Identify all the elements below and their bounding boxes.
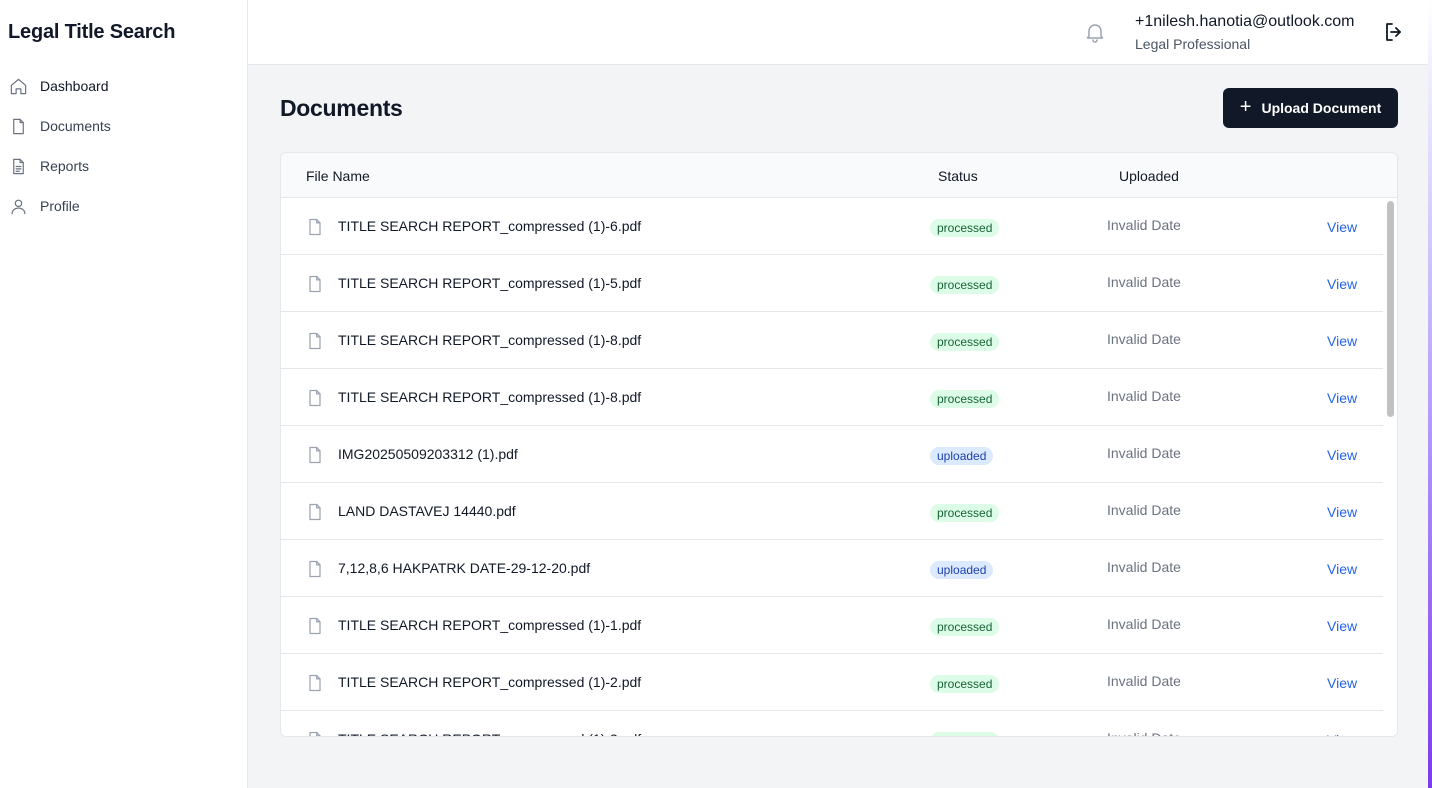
status-badge: processed	[930, 504, 1000, 522]
file-name[interactable]: IMG20250509203312 (1).pdf	[338, 446, 518, 462]
bell-icon[interactable]	[1083, 20, 1107, 44]
upload-document-button[interactable]: + Upload Document	[1223, 88, 1398, 128]
file-icon	[305, 502, 325, 522]
sidebar-item-label: Reports	[40, 158, 90, 174]
file-icon	[305, 673, 325, 693]
uploaded-date: Invalid Date	[1107, 616, 1181, 632]
file-name[interactable]: TITLE SEARCH REPORT_compressed (1)-5.pdf	[338, 275, 642, 291]
table-row[interactable]: TITLE SEARCH REPORT_compressed (1)-2.pdf…	[281, 654, 1383, 711]
file-name[interactable]: TITLE SEARCH REPORT_compressed (1)-2.pdf	[338, 674, 642, 690]
status-badge: processed	[930, 618, 1000, 636]
column-header-uploaded[interactable]: Uploaded	[1119, 168, 1179, 184]
user-icon	[8, 196, 28, 216]
file-icon	[305, 616, 325, 636]
view-link[interactable]: View	[1327, 390, 1358, 406]
upload-button-label: Upload Document	[1261, 100, 1382, 116]
sidebar-item-dashboard[interactable]: Dashboard	[8, 66, 240, 106]
table-row[interactable]: 7,12,8,6 HAKPATRK DATE-29-12-20.pdf uploa…	[281, 540, 1383, 597]
status-badge: processed	[930, 675, 1000, 693]
app-title: Legal Title Search	[8, 21, 176, 43]
view-link[interactable]: View	[1327, 276, 1358, 292]
status-badge: uploaded	[930, 561, 994, 579]
status-badge: processed	[930, 219, 1000, 237]
uploaded-date: Invalid Date	[1107, 331, 1181, 347]
status-badge: processed	[930, 390, 1000, 408]
sidebar-nav: Dashboard Documents Reports Profile	[8, 66, 240, 226]
column-header-status[interactable]: Status	[938, 168, 978, 184]
column-header-file-name[interactable]: File Name	[306, 168, 370, 184]
status-badge: uploaded	[930, 447, 994, 465]
view-link[interactable]: View	[1327, 618, 1358, 634]
file-icon	[305, 730, 325, 736]
table-row[interactable]: TITLE SEARCH REPORT_compressed (1)-8.pdf…	[281, 312, 1383, 369]
documents-table: File Name Status Uploaded TITLE SEARCH R…	[280, 152, 1398, 737]
file-name[interactable]: TITLE SEARCH REPORT_compressed (1)-3.pdf	[338, 731, 641, 736]
logout-icon[interactable]	[1382, 20, 1406, 44]
uploaded-date: Invalid Date	[1107, 502, 1181, 518]
uploaded-date: Invalid Date	[1107, 217, 1181, 233]
home-icon	[8, 76, 28, 96]
status-badge: processed	[930, 276, 1000, 294]
file-name[interactable]: TITLE SEARCH REPORT_compressed (1)-6.pdf	[338, 218, 642, 234]
view-link[interactable]: View	[1327, 219, 1358, 235]
table-row[interactable]: LAND DASTAVEJ 14440.pdf processed Invalid …	[281, 483, 1383, 540]
view-link[interactable]: View	[1327, 333, 1358, 349]
uploaded-date: Invalid Date	[1107, 730, 1181, 736]
status-badge: processed	[930, 333, 1000, 351]
plus-icon: +	[1239, 96, 1252, 118]
page-title: Documents	[280, 95, 403, 121]
table-row[interactable]: TITLE SEARCH REPORT_compressed (1)-5.pdf…	[281, 255, 1383, 312]
file-name[interactable]: TITLE SEARCH REPORT_compressed (1)-8.pdf	[338, 389, 642, 405]
scrollbar-thumb[interactable]	[1387, 201, 1394, 417]
sidebar-item-label: Profile	[40, 198, 80, 214]
window-edge	[1428, 0, 1432, 788]
uploaded-date: Invalid Date	[1107, 673, 1181, 689]
uploaded-date: Invalid Date	[1107, 445, 1181, 461]
file-icon	[305, 217, 325, 237]
top-bar: +1nilesh.hanotia@outlook.com Legal Profe…	[248, 0, 1428, 65]
file-icon	[305, 274, 325, 294]
file-icon	[305, 388, 325, 408]
uploaded-date: Invalid Date	[1107, 388, 1181, 404]
table-row[interactable]: TITLE SEARCH REPORT_compressed (1)-8.pdf…	[281, 369, 1383, 426]
file-name[interactable]: 7,12,8,6 HAKPATRK DATE-29-12-20.pdf	[338, 560, 591, 576]
table-row[interactable]: TITLE SEARCH REPORT_compressed (1)-6.pdf…	[281, 198, 1383, 255]
view-link[interactable]: View	[1327, 675, 1358, 691]
table-row[interactable]: TITLE SEARCH REPORT_compressed (1)-3.pdf…	[281, 711, 1383, 736]
table-row[interactable]: IMG20250509203312 (1).pdf uploaded Invalid…	[281, 426, 1383, 483]
file-icon	[305, 331, 325, 351]
view-link[interactable]: View	[1327, 561, 1358, 577]
uploaded-date: Invalid Date	[1107, 274, 1181, 290]
file-name[interactable]: LAND DASTAVEJ 14440.pdf	[338, 503, 516, 519]
document-icon	[8, 116, 28, 136]
file-icon	[305, 559, 325, 579]
sidebar-item-documents[interactable]: Documents	[8, 106, 240, 146]
file-name[interactable]: TITLE SEARCH REPORT_compressed (1)-1.pdf	[338, 617, 642, 633]
status-badge: processed	[930, 732, 1000, 736]
view-link[interactable]: View	[1327, 504, 1358, 520]
view-link[interactable]: View	[1327, 732, 1357, 736]
sidebar-item-label: Documents	[40, 118, 111, 134]
table-header: File Name Status Uploaded	[281, 153, 1397, 198]
sidebar: Legal Title Search Dashboard Documents R…	[0, 0, 248, 788]
user-role: Legal Professional	[1135, 36, 1251, 52]
report-icon	[8, 156, 28, 176]
sidebar-item-label: Dashboard	[40, 78, 109, 94]
table-row[interactable]: TITLE SEARCH REPORT_compressed (1)-1.pdf…	[281, 597, 1383, 654]
table-body: TITLE SEARCH REPORT_compressed (1)-6.pdf…	[281, 198, 1383, 736]
view-link[interactable]: View	[1327, 447, 1358, 463]
user-email: +1nilesh.hanotia@outlook.com	[1135, 13, 1355, 30]
table-scrollbar[interactable]	[1383, 198, 1397, 736]
file-name[interactable]: TITLE SEARCH REPORT_compressed (1)-8.pdf	[338, 332, 642, 348]
sidebar-item-reports[interactable]: Reports	[8, 146, 240, 186]
file-icon	[305, 445, 325, 465]
uploaded-date: Invalid Date	[1107, 559, 1181, 575]
sidebar-item-profile[interactable]: Profile	[8, 186, 240, 226]
